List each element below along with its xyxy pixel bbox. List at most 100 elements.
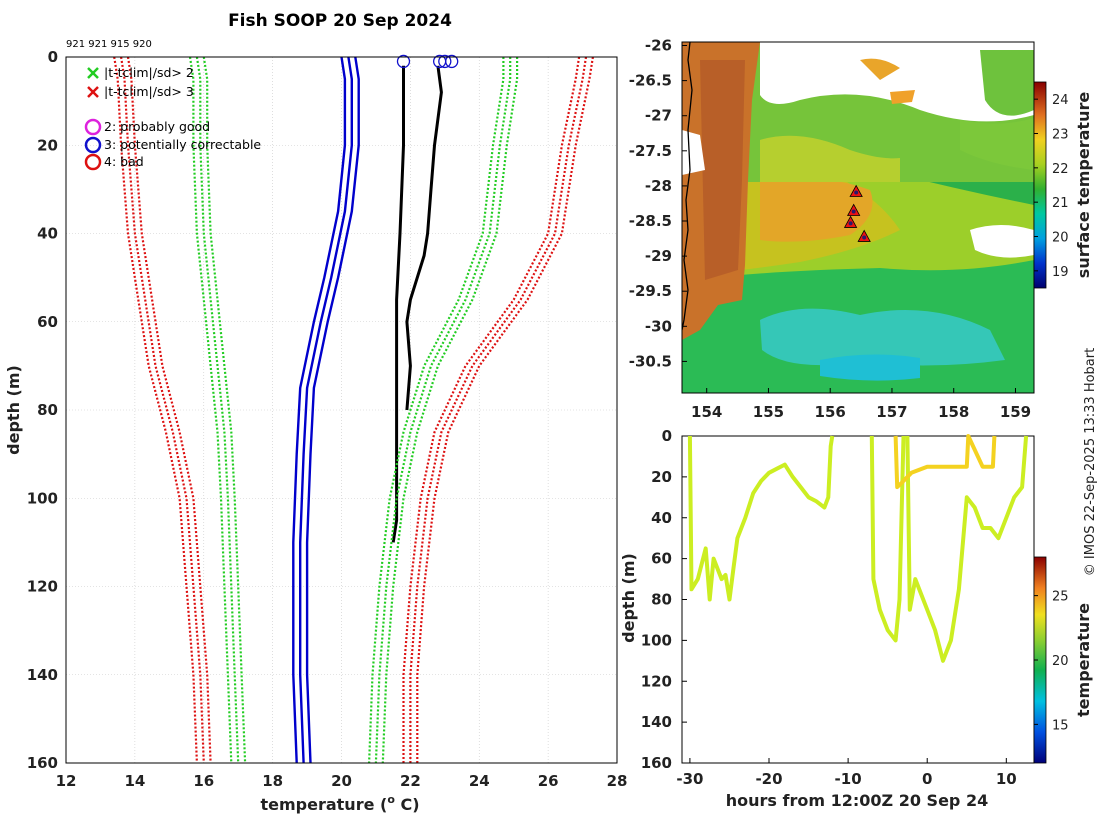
sst-cloud-east — [970, 225, 1034, 258]
section-y-tick: 60 — [651, 550, 672, 568]
coastline — [682, 42, 693, 331]
profile-flag-circle — [438, 54, 452, 69]
profile-ticks: 12 14 16 18 20 22 24 26 28 0 20 40 60 80 100 120 140 160 — [27, 48, 628, 790]
profile-x-label: temperature (o C) — [260, 793, 419, 814]
section-y-tick: 120 — [641, 672, 672, 690]
profile-x-tick: 16 — [193, 772, 214, 790]
section-y-tick: 160 — [641, 754, 672, 772]
legend-label: 3: potentially correctable — [104, 137, 261, 152]
legend-circle-marker — [84, 136, 102, 154]
profile-series — [113, 56, 594, 764]
sst-cb-tick: 24 — [1052, 93, 1069, 108]
map-y-tick: -29.5 — [629, 282, 672, 300]
legend-circle-marker — [84, 118, 102, 136]
sst-colorbar-ticks: 19 20 21 22 23 24 — [1034, 93, 1069, 280]
legend-x-marker — [87, 86, 99, 98]
legend-label: 4: bad — [104, 154, 144, 169]
profile-y-tick: 80 — [37, 401, 58, 419]
profile-y-tick: 40 — [37, 225, 58, 243]
map-y-tick: -26.5 — [629, 72, 672, 90]
legend-circle-marker — [84, 153, 102, 171]
section-y-tick: 0 — [662, 427, 672, 445]
profile-flag-circles — [396, 54, 459, 69]
profile-flag-circle — [396, 54, 411, 69]
map-stations — [843, 184, 871, 242]
profile-line-2 — [292, 56, 347, 764]
map-y-tick: -27 — [645, 107, 672, 125]
profile-plot: 12 14 16 18 20 22 24 26 28020406080100120140160 … — [4, 48, 627, 814]
map-y-tick: -28 — [645, 177, 672, 195]
profile-y-tick: 20 — [37, 136, 58, 154]
profile-y-tick: 120 — [27, 578, 58, 596]
profile-x-label-end: C) — [395, 795, 420, 814]
sst-coastal-warmest — [700, 60, 745, 280]
profile-x-tick: 28 — [607, 772, 628, 790]
map-y-tick: -27.5 — [629, 142, 672, 160]
station-dot — [854, 190, 859, 195]
section-x-tick: -10 — [835, 770, 862, 788]
map-y-tick: -26 — [645, 37, 672, 55]
platform-ids: 921 921 915 920 — [66, 39, 152, 50]
map-x-tick: 159 — [1000, 403, 1031, 421]
section-x-label: hours from 12:00Z 20 Sep 24 — [726, 791, 988, 810]
profile-y-label: depth (m) — [4, 365, 23, 455]
sst-cb-tick: 23 — [1052, 128, 1069, 143]
section-line-3 — [893, 434, 997, 490]
profile-x-tick: 18 — [262, 772, 283, 790]
legend-label: |t-tclim|/sd> 3 — [104, 84, 194, 99]
profile-x-tick: 24 — [469, 772, 490, 790]
temp-colorbar — [1034, 557, 1046, 763]
profile-line-0 — [391, 65, 405, 543]
sst-cb-tick: 19 — [1052, 265, 1069, 280]
section-line-0 — [687, 435, 835, 602]
profile-line-4 — [188, 56, 233, 764]
section-line-1 — [869, 435, 906, 643]
map-y-tick: -29 — [645, 247, 672, 265]
section-y-tick: 100 — [641, 631, 672, 649]
profile-grid — [65, 56, 618, 764]
sst-cool-patch-2 — [820, 354, 920, 381]
profile-x-tick: 26 — [538, 772, 559, 790]
profile-line-4 — [202, 56, 247, 764]
section-x-tick: -20 — [755, 770, 782, 788]
sst-colorbar — [1034, 82, 1046, 288]
sst-map-field — [682, 42, 1034, 393]
sst-orange-patch — [760, 177, 873, 242]
profile-line-6 — [113, 56, 198, 764]
sst-ne-green — [960, 118, 1034, 170]
sst-cb-tick: 22 — [1052, 162, 1069, 177]
section-y-tick: 140 — [641, 713, 672, 731]
station-dot — [851, 209, 856, 214]
profile-frame — [65, 56, 618, 764]
legend-label: 2: probably good — [104, 119, 210, 134]
section-y-tick: 20 — [651, 468, 672, 486]
profile-line-6 — [120, 56, 205, 764]
sst-colorbar-label: surface temperature — [1074, 92, 1093, 279]
sst-map: 154 155 156 157 158 159 -26 -26.5 -27 -27.5 -28 -28… — [629, 37, 1093, 421]
profile-x-label-sup: o — [387, 793, 395, 806]
map-y-tick: -28.5 — [629, 212, 672, 230]
profile-y-tick: 0 — [48, 48, 58, 66]
station-dot — [848, 221, 853, 226]
section-x-tick: -30 — [676, 770, 703, 788]
temp-cb-tick: 20 — [1052, 654, 1069, 669]
temp-colorbar-label: temperature — [1074, 603, 1093, 717]
legend-x-marker — [87, 67, 99, 79]
profile-flag-circle — [445, 54, 459, 69]
section-x-tick: 10 — [996, 770, 1017, 788]
map-y-tick: -30 — [645, 317, 672, 335]
sst-cool-patch — [760, 308, 1005, 366]
map-x-tick: 157 — [876, 403, 907, 421]
profile-y-tick: 100 — [27, 489, 58, 507]
sst-cb-tick: 20 — [1052, 231, 1069, 246]
profile-x-label-text: temperature ( — [260, 795, 387, 814]
sst-northern-green — [760, 135, 900, 182]
profile-line-1 — [405, 65, 443, 411]
section-x-tick: 0 — [922, 770, 932, 788]
profile-line-2 — [305, 56, 360, 764]
temp-cb-tick: 25 — [1052, 590, 1069, 605]
sst-ne-patch — [980, 50, 1034, 116]
